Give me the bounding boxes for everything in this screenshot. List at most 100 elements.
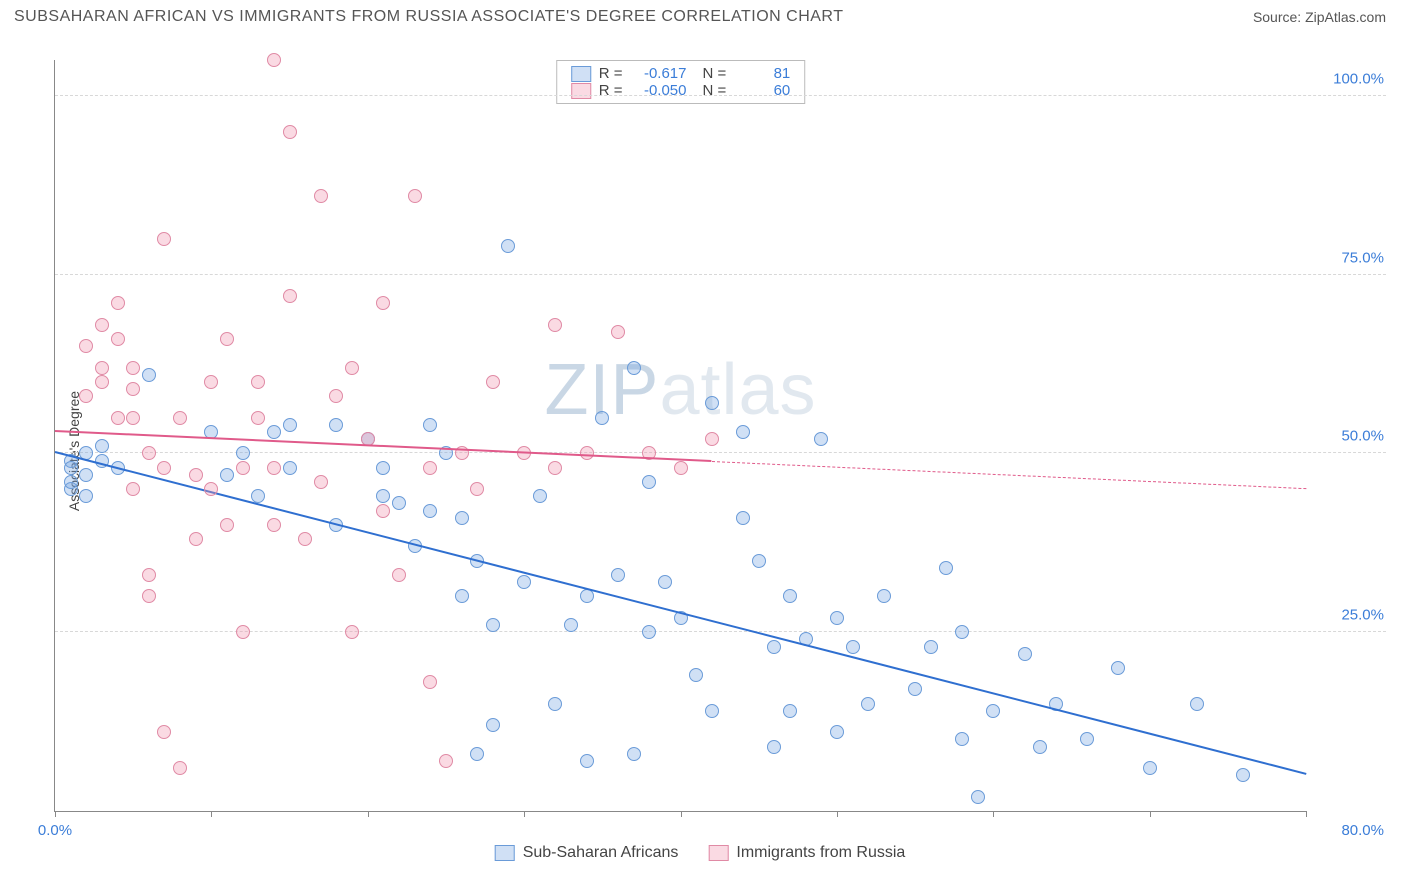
data-point xyxy=(283,289,297,303)
data-point xyxy=(627,361,641,375)
r-value: -0.050 xyxy=(631,82,687,99)
data-point xyxy=(314,475,328,489)
data-point xyxy=(111,411,125,425)
data-point xyxy=(736,425,750,439)
data-point xyxy=(376,296,390,310)
data-point xyxy=(517,575,531,589)
data-point xyxy=(283,418,297,432)
data-point xyxy=(111,332,125,346)
watermark: ZIPatlas xyxy=(544,349,816,431)
data-point xyxy=(220,468,234,482)
data-point xyxy=(126,361,140,375)
data-point xyxy=(204,375,218,389)
data-point xyxy=(251,375,265,389)
data-point xyxy=(971,790,985,804)
x-tick xyxy=(524,811,525,817)
data-point xyxy=(95,375,109,389)
data-point xyxy=(220,332,234,346)
data-point xyxy=(64,475,78,489)
data-point xyxy=(329,389,343,403)
data-point xyxy=(189,532,203,546)
data-point xyxy=(611,325,625,339)
data-point xyxy=(501,239,515,253)
data-point xyxy=(924,640,938,654)
data-point xyxy=(767,740,781,754)
data-point xyxy=(376,504,390,518)
data-point xyxy=(689,668,703,682)
legend-swatch xyxy=(708,845,728,861)
n-label: N = xyxy=(703,82,727,99)
data-point xyxy=(830,611,844,625)
n-value: 60 xyxy=(734,82,790,99)
legend-swatch xyxy=(495,845,515,861)
data-point xyxy=(126,411,140,425)
x-tick xyxy=(368,811,369,817)
data-point xyxy=(1190,697,1204,711)
data-point xyxy=(486,375,500,389)
data-point xyxy=(470,747,484,761)
data-point xyxy=(861,697,875,711)
data-point xyxy=(486,618,500,632)
data-point xyxy=(955,732,969,746)
data-point xyxy=(1018,647,1032,661)
data-point xyxy=(283,125,297,139)
data-point xyxy=(157,725,171,739)
data-point xyxy=(157,232,171,246)
data-point xyxy=(908,682,922,696)
n-label: N = xyxy=(703,65,727,82)
data-point xyxy=(705,704,719,718)
data-point xyxy=(79,339,93,353)
x-tick xyxy=(837,811,838,817)
x-tick-label: 0.0% xyxy=(38,822,72,839)
data-point xyxy=(1236,768,1250,782)
data-point xyxy=(423,418,437,432)
correlation-legend: R =-0.617N =81R =-0.050N =60 xyxy=(556,60,806,104)
data-point xyxy=(345,361,359,375)
data-point xyxy=(142,446,156,460)
data-point xyxy=(752,554,766,568)
data-point xyxy=(392,568,406,582)
data-point xyxy=(236,461,250,475)
data-point xyxy=(95,318,109,332)
data-point xyxy=(267,53,281,67)
data-point xyxy=(846,640,860,654)
data-point xyxy=(142,589,156,603)
x-tick xyxy=(681,811,682,817)
data-point xyxy=(877,589,891,603)
r-label: R = xyxy=(599,65,623,82)
legend-item: Sub-Saharan Africans xyxy=(495,844,679,862)
data-point xyxy=(939,561,953,575)
data-point xyxy=(486,718,500,732)
data-point xyxy=(376,461,390,475)
data-point xyxy=(470,482,484,496)
data-point xyxy=(95,361,109,375)
data-point xyxy=(267,461,281,475)
legend-label: Sub-Saharan Africans xyxy=(523,844,679,862)
x-tick xyxy=(1306,811,1307,817)
data-point xyxy=(533,489,547,503)
y-tick-label: 75.0% xyxy=(1314,249,1384,266)
data-point xyxy=(642,475,656,489)
data-point xyxy=(736,511,750,525)
legend-item: Immigrants from Russia xyxy=(708,844,905,862)
r-label: R = xyxy=(599,82,623,99)
data-point xyxy=(298,532,312,546)
data-point xyxy=(658,575,672,589)
data-point xyxy=(79,489,93,503)
data-point xyxy=(439,754,453,768)
data-point xyxy=(236,625,250,639)
data-point xyxy=(95,439,109,453)
data-point xyxy=(79,389,93,403)
x-tick-label: 80.0% xyxy=(1341,822,1384,839)
data-point xyxy=(423,504,437,518)
data-point xyxy=(79,468,93,482)
gridline xyxy=(55,631,1386,632)
data-point xyxy=(767,640,781,654)
gridline xyxy=(55,452,1386,453)
data-point xyxy=(314,189,328,203)
data-point xyxy=(1080,732,1094,746)
data-point xyxy=(423,461,437,475)
data-point xyxy=(267,425,281,439)
legend-row: R = -0.050 N = 60 xyxy=(571,82,791,99)
data-point xyxy=(142,568,156,582)
